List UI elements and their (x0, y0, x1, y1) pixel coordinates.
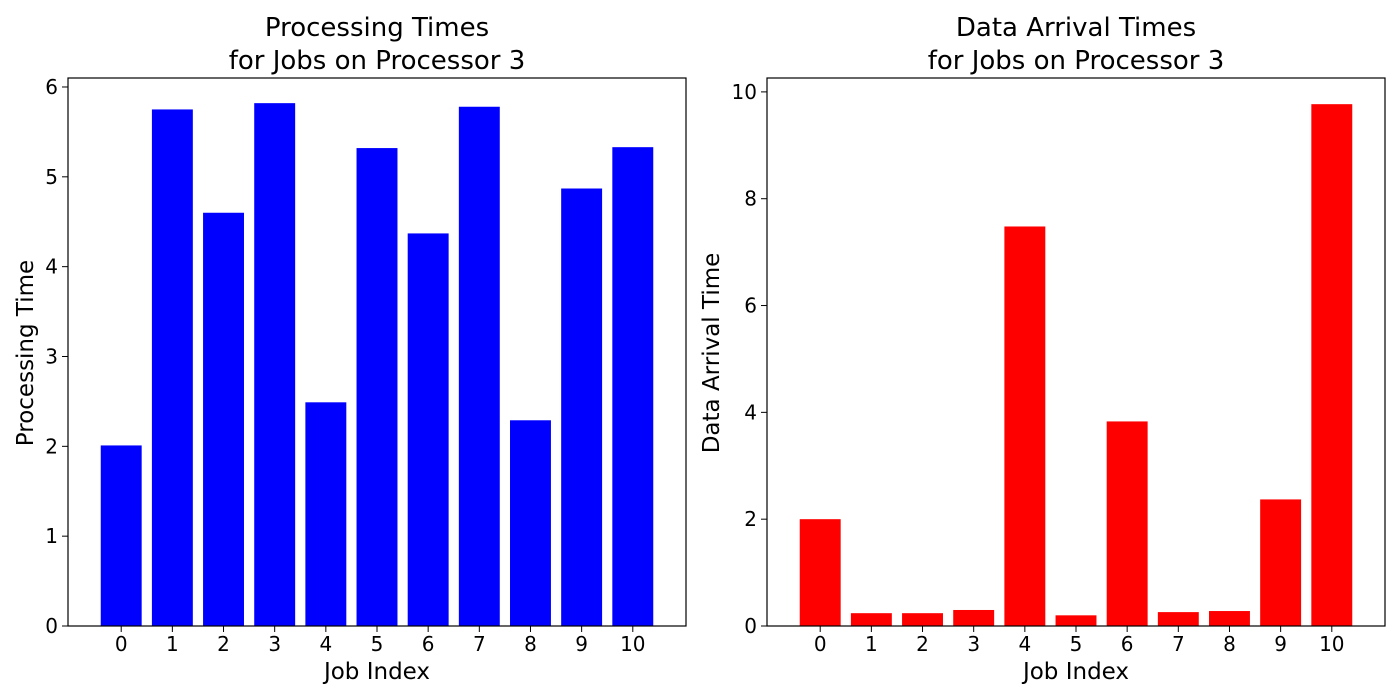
y-tick-label: 5 (45, 165, 58, 189)
bar-job-2 (203, 212, 244, 626)
x-tick-label: 9 (1274, 632, 1287, 656)
x-tick-label: 6 (1121, 632, 1134, 656)
chart-title-line-2: for Jobs on Processor 3 (928, 46, 1225, 76)
x-tick-label: 7 (1172, 632, 1185, 656)
bar-job-6 (1106, 421, 1148, 626)
processing-times-chart: Processing Times for Jobs on Processor 3… (13, 13, 687, 685)
x-tick-label: 5 (371, 632, 384, 656)
y-tick-label: 1 (45, 524, 58, 548)
x-tick-label: 2 (217, 632, 230, 656)
chart-title-line-1: Data Arrival Times (956, 13, 1196, 43)
x-tick-label: 10 (620, 632, 645, 656)
x-tick-label: 1 (166, 632, 179, 656)
bar-job-6 (407, 233, 449, 627)
y-tick-label: 4 (45, 255, 58, 279)
y-tick-label: 2 (744, 507, 757, 531)
x-tick-label: 8 (1223, 632, 1236, 656)
bar-job-8 (510, 420, 551, 626)
x-tick-label: 5 (1070, 632, 1083, 656)
y-tick-label: 0 (45, 614, 58, 638)
bar-group (100, 103, 654, 627)
y-tick-label: 2 (45, 434, 58, 458)
x-tick-label: 1 (865, 632, 878, 656)
x-tick-label: 3 (967, 632, 980, 656)
y-tick-label: 8 (744, 187, 757, 211)
x-axis-label: Job Index (322, 659, 430, 685)
bar-job-0 (799, 519, 841, 626)
x-tick-label: 8 (524, 632, 537, 656)
x-tick-label: 0 (814, 632, 827, 656)
y-tick-label: 6 (744, 294, 757, 318)
bar-job-5 (1055, 615, 1097, 626)
bar-job-2 (902, 613, 943, 626)
bar-group (799, 104, 1353, 627)
y-tick-label: 6 (45, 75, 58, 99)
bar-job-7 (458, 106, 500, 626)
bar-job-3 (254, 103, 296, 626)
bar-job-1 (850, 613, 892, 626)
chart-title-line-2: for Jobs on Processor 3 (229, 46, 526, 76)
x-tick-label: 2 (916, 632, 929, 656)
x-tick-label: 9 (575, 632, 588, 656)
x-tick-label: 10 (1319, 632, 1344, 656)
bar-job-4 (1004, 226, 1046, 627)
y-tick-label: 4 (744, 400, 757, 424)
bar-job-10 (1311, 104, 1353, 627)
y-axis-label: Data Arrival Time (699, 253, 725, 454)
bar-job-1 (151, 109, 193, 626)
bar-job-10 (612, 147, 654, 627)
tick-group: 0 1 2 3 4 5 6 7 8 9 10 0 2 4 6 8 10 (732, 80, 1345, 656)
chart-title-line-1: Processing Times (265, 13, 489, 43)
y-axis-label: Processing Time (13, 260, 39, 446)
bar-job-5 (356, 148, 398, 626)
tick-group: 0 1 2 3 4 5 6 7 8 9 10 0 1 2 3 4 5 6 (45, 75, 645, 656)
x-tick-label: 6 (422, 632, 435, 656)
x-tick-label: 7 (473, 632, 486, 656)
data-arrival-times-chart: Data Arrival Times for Jobs on Processor… (699, 13, 1386, 685)
x-tick-label: 3 (268, 632, 281, 656)
y-tick-label: 0 (744, 614, 757, 638)
x-axis-label: Job Index (1021, 659, 1129, 685)
bar-job-9 (561, 188, 603, 626)
plot-frame (67, 77, 687, 627)
bar-job-8 (1209, 611, 1250, 626)
plot-frame (766, 77, 1386, 627)
bar-job-9 (1260, 499, 1302, 626)
x-tick-label: 4 (1018, 632, 1031, 656)
bar-job-0 (100, 445, 142, 626)
bar-job-7 (1157, 612, 1199, 626)
bar-job-4 (305, 402, 347, 626)
x-tick-label: 0 (115, 632, 128, 656)
x-tick-label: 4 (319, 632, 332, 656)
y-tick-label: 3 (45, 344, 58, 368)
bar-job-3 (953, 609, 995, 626)
y-tick-label: 10 (732, 80, 757, 104)
